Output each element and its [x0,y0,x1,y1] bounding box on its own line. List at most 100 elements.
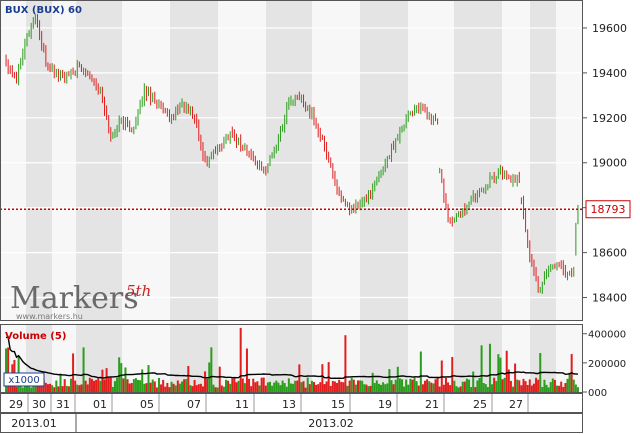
date-tick-label: 25 [473,398,487,411]
volume-bar [530,385,533,392]
volume-bar [568,372,571,392]
volume-bar [5,348,8,392]
volume-bar [128,383,131,392]
volume-bar [294,380,297,392]
volume-bar [99,380,102,392]
volume-bar [63,379,66,392]
volume-bar [197,384,200,392]
month-axis-row [0,413,583,433]
current-price-value: 18793 [591,203,626,216]
volume-bar [256,381,259,392]
volume-bar [122,378,125,392]
volume-bar [340,381,343,392]
volume-bar [434,379,437,392]
volume-bar [310,380,313,392]
volume-bar [153,381,156,392]
volume-bar [382,382,385,392]
date-tick-label: 13 [282,398,296,411]
day-stripe [218,1,266,320]
volume-bar [436,377,439,392]
volume-bar [172,383,175,392]
logo-url: www.markers.hu [16,312,83,321]
volume-bar [438,386,441,392]
price-tick-label: 19000 [592,157,627,170]
volume-bar [124,367,127,392]
volume-bar [49,383,52,392]
volume-scale-badge[interactable]: x1000 [3,372,45,387]
volume-bar [241,378,244,392]
volume-bar [549,382,552,392]
volume-bar [576,387,579,392]
volume-bar [212,384,215,392]
volume-bar [315,384,318,392]
date-tick-label: 31 [56,398,70,411]
volume-bar [323,384,326,392]
volume-bar [463,381,466,392]
volume-bar [312,382,315,392]
volume-bar [503,377,506,392]
volume-bar [407,384,410,392]
volume-bar [344,335,347,392]
volume-bar [193,379,196,392]
volume-bar [34,385,37,392]
volume-bar [518,380,521,392]
volume-bar [392,384,395,392]
volume-bar [139,380,142,392]
volume-bar [520,385,523,392]
volume-bar [308,384,311,392]
volume-bar [191,386,194,392]
volume-bar [149,382,152,392]
volume-title: Volume (5) [5,331,66,342]
volume-bar [134,378,137,392]
volume-tick-label: 400000 [588,330,626,341]
volume-bar [386,383,389,392]
day-stripe [76,1,122,320]
volume-bar [484,384,487,392]
volume-bar [371,372,374,392]
volume-bar [415,381,418,392]
date-tick-label: 01 [93,398,107,411]
volume-bar [348,380,351,392]
volume-bar [28,385,31,392]
volume-bar [120,363,123,392]
volume-bar [220,385,223,392]
volume-bar [44,382,47,392]
volume-bar [95,379,98,392]
volume-bar [21,387,24,392]
volume-bar [101,369,104,392]
volume-bar [352,379,355,392]
volume-bar [461,381,464,392]
date-tick-label: 11 [235,398,249,411]
volume-bar [493,377,496,392]
volume-bar [428,381,431,392]
volume-bar [57,386,60,392]
volume-bar [164,386,167,392]
volume-bar [317,384,320,392]
volume-bar [532,383,535,392]
volume-bar [201,386,204,392]
volume-day-stripe [122,325,170,392]
volume-bar [367,386,370,392]
volume-bar [421,384,424,392]
date-tick-label: 07 [187,398,201,411]
volume-bar [109,377,112,392]
volume-bar [300,382,303,392]
volume-bar [430,382,433,392]
volume-bar [218,366,221,392]
volume-bar [40,382,43,392]
day-stripe [52,1,76,320]
day-stripe [26,1,52,320]
price-tick-label: 18600 [592,247,627,260]
volume-bar [116,377,119,392]
volume-bar [137,379,140,392]
volume-bar [333,381,336,392]
day-stripe [170,1,218,320]
volume-bar [338,379,341,392]
volume-bar [15,386,18,392]
volume-bar [560,381,563,392]
volume-bar [319,382,322,392]
volume-bar [346,385,349,392]
volume-bar [214,387,217,392]
volume-bar [113,381,116,392]
volume-bar [82,347,85,392]
